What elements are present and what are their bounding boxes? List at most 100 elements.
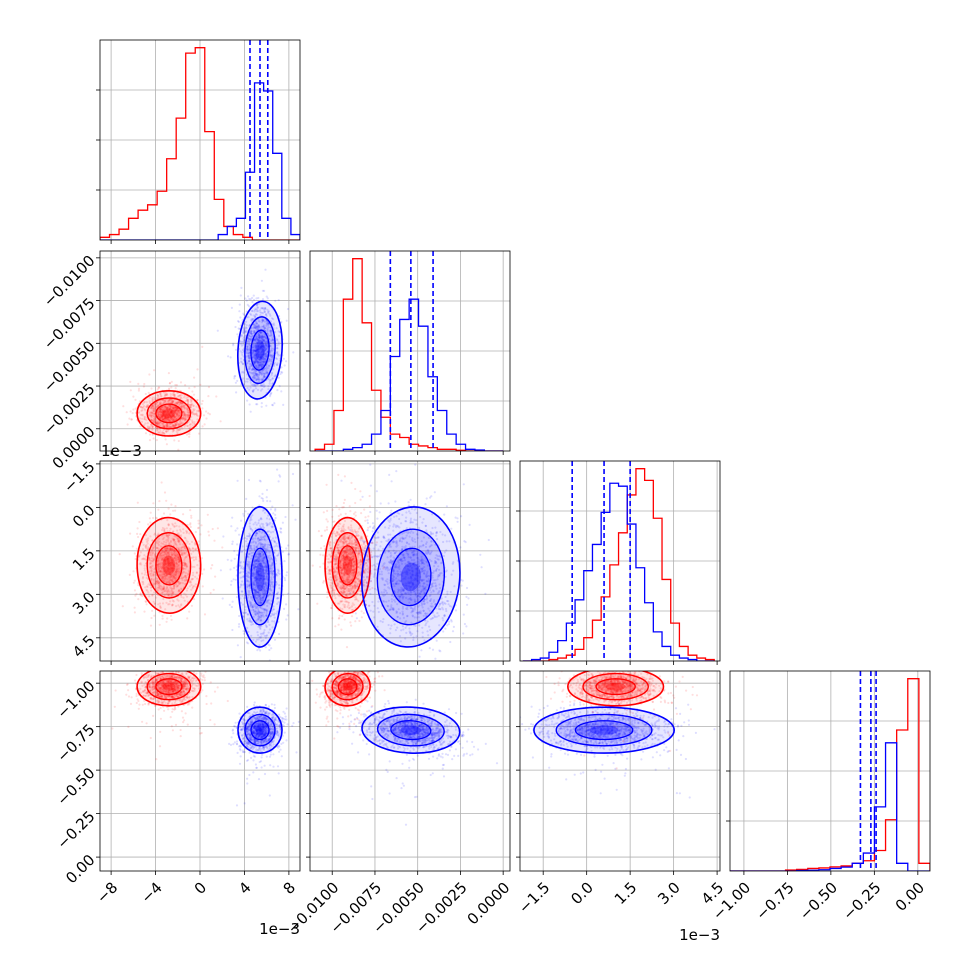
- scatter-point: [150, 411, 153, 414]
- scatter-point: [155, 427, 158, 430]
- scatter-point: [221, 546, 224, 549]
- scatter-point: [248, 362, 251, 366]
- scatter-point: [192, 393, 196, 396]
- scatter-point: [256, 348, 259, 352]
- scatter-point: [266, 332, 269, 336]
- scatter-point: [354, 620, 357, 623]
- scatter-point: [161, 411, 164, 414]
- scatter-point: [186, 407, 189, 410]
- scatter-point: [165, 417, 168, 420]
- scatter-point: [177, 410, 180, 413]
- scatter-point: [143, 417, 146, 421]
- scatter-point: [256, 344, 259, 347]
- scatter-point: [260, 325, 263, 328]
- scatter-point: [264, 268, 267, 271]
- scatter-point: [226, 558, 229, 561]
- scatter-point: [260, 341, 263, 344]
- scatter-point: [152, 414, 155, 417]
- scatter-point: [254, 326, 258, 329]
- scatter-point: [200, 402, 203, 405]
- scatter-point: [255, 346, 258, 349]
- scatter-point: [260, 279, 263, 282]
- scatter-point: [238, 310, 241, 313]
- scatter-point: [261, 289, 264, 292]
- scatter-point: [252, 351, 255, 354]
- scatter-point: [254, 307, 257, 310]
- scatter-point: [239, 342, 243, 345]
- scatter-point: [257, 338, 260, 341]
- scatter-point: [166, 406, 169, 409]
- scatter-point: [189, 523, 192, 526]
- scatter-point: [273, 638, 277, 641]
- scatter-point: [262, 325, 265, 328]
- scatter-point: [202, 414, 206, 417]
- scatter-point: [164, 410, 167, 413]
- scatter-point: [193, 422, 196, 425]
- scatter-point: [162, 428, 165, 432]
- scatter-point: [191, 420, 194, 423]
- scatter-point: [129, 380, 132, 383]
- scatter-point: [169, 398, 172, 401]
- scatter-point: [251, 318, 254, 321]
- scatter-point: [255, 358, 258, 361]
- scatter-point: [176, 401, 179, 404]
- scatter-point: [134, 594, 137, 597]
- scatter-point: [161, 409, 165, 412]
- scatter-series-1: [216, 268, 295, 413]
- scatter-point: [164, 392, 167, 395]
- scatter-point: [252, 327, 255, 330]
- scatter-point: [181, 427, 184, 430]
- scatter-point: [150, 423, 153, 426]
- scatter-point: [263, 356, 266, 359]
- scatter-point: [262, 361, 265, 364]
- scatter-point: [182, 417, 185, 420]
- scatter-point: [269, 329, 272, 332]
- scatter-point: [162, 409, 165, 412]
- scatter-point: [137, 387, 141, 390]
- scatter-point: [173, 394, 176, 397]
- scatter-point: [249, 381, 252, 384]
- scatter-point: [139, 593, 142, 596]
- scatter-point: [188, 433, 191, 436]
- scatter-point: [175, 406, 178, 409]
- scatter-point: [203, 613, 207, 616]
- scatter-point: [170, 408, 174, 412]
- scatter-point: [196, 398, 199, 402]
- scatter-point: [255, 350, 258, 353]
- scatter-point: [170, 411, 173, 414]
- scatter-point: [132, 395, 135, 398]
- scatter-point: [161, 414, 164, 418]
- scatter-point: [285, 571, 289, 574]
- scatter-point: [164, 399, 167, 402]
- scatter-point: [170, 618, 173, 621]
- scatter-point: [143, 424, 146, 427]
- scatter-point: [189, 403, 192, 406]
- scatter-point: [163, 424, 166, 427]
- scatter-point: [247, 351, 250, 355]
- scatter-point: [253, 323, 256, 326]
- scatter-point: [149, 411, 152, 414]
- scatter-point: [350, 481, 353, 484]
- scatter-point: [192, 404, 195, 407]
- scatter-point: [259, 351, 262, 354]
- scatter-point: [182, 413, 185, 416]
- scatter-point: [171, 410, 174, 413]
- scatter-point: [271, 404, 274, 407]
- scatter-point: [160, 414, 164, 417]
- scatter-point: [367, 515, 370, 518]
- scatter-point: [264, 326, 267, 330]
- scatter-point: [254, 345, 257, 348]
- scatter-point: [181, 415, 184, 418]
- scatter-point: [190, 411, 194, 414]
- scatter-point: [167, 418, 170, 421]
- scatter-point: [168, 407, 171, 411]
- scatter-point: [164, 417, 167, 420]
- scatter-point: [158, 500, 161, 503]
- scatter-point: [149, 624, 153, 627]
- scatter-point: [254, 353, 257, 357]
- scatter-point: [184, 384, 187, 387]
- scatter-point: [178, 401, 182, 404]
- scatter-point: [166, 414, 169, 417]
- scatter-point: [157, 508, 160, 511]
